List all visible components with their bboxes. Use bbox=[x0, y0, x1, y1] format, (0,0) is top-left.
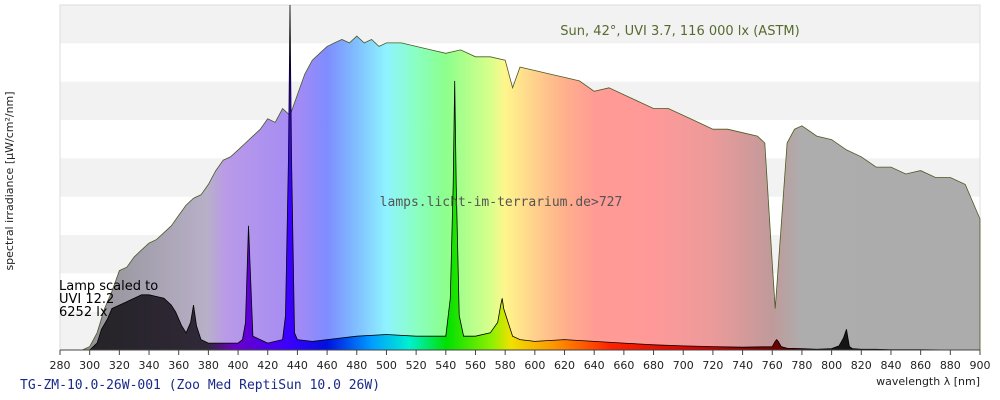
lamp-annotation-line3: 6252 lx bbox=[59, 305, 108, 320]
x-tick-label: 440 bbox=[287, 359, 308, 372]
x-tick-label: 780 bbox=[791, 359, 812, 372]
x-tick-label: 340 bbox=[139, 359, 160, 372]
x-tick-label: 460 bbox=[317, 359, 338, 372]
x-tick-label: 720 bbox=[702, 359, 723, 372]
x-tick-label: 840 bbox=[880, 359, 901, 372]
x-tick-label: 900 bbox=[970, 359, 991, 372]
lamp-annotation-line2: UVI 12.2 bbox=[59, 292, 114, 307]
x-tick-label: 860 bbox=[910, 359, 931, 372]
x-tick-label: 300 bbox=[79, 359, 100, 372]
x-tick-label: 800 bbox=[821, 359, 842, 372]
x-tick-label: 480 bbox=[346, 359, 367, 372]
x-tick-label: 880 bbox=[940, 359, 961, 372]
watermark: lamps.licht-im-terrarium.de>727 bbox=[380, 195, 623, 210]
x-tick-label: 520 bbox=[406, 359, 427, 372]
x-tick-label: 600 bbox=[524, 359, 545, 372]
x-tick-label: 280 bbox=[50, 359, 71, 372]
x-axis-title: wavelength λ [nm] bbox=[876, 375, 980, 388]
lamp-spectrum-area bbox=[88, 4, 980, 351]
x-tick-label: 680 bbox=[643, 359, 664, 372]
x-tick-label: 760 bbox=[762, 359, 783, 372]
x-tick-label: 500 bbox=[376, 359, 397, 372]
x-tick-label: 640 bbox=[584, 359, 605, 372]
x-tick-label: 820 bbox=[851, 359, 872, 372]
x-tick-label: 580 bbox=[495, 359, 516, 372]
lamp-annotation-line1: Lamp scaled to bbox=[59, 279, 158, 294]
sun-annotation: Sun, 42°, UVI 3.7, 116 000 lx (ASTM) bbox=[560, 24, 799, 39]
x-tick-label: 560 bbox=[465, 359, 486, 372]
x-tick-label: 620 bbox=[554, 359, 575, 372]
sun-spectrum-area bbox=[82, 35, 981, 351]
x-tick-label: 400 bbox=[228, 359, 249, 372]
x-tick-label: 420 bbox=[257, 359, 278, 372]
grid-band bbox=[60, 5, 980, 44]
x-tick-label: 740 bbox=[732, 359, 753, 372]
x-tick-label: 700 bbox=[673, 359, 694, 372]
x-tick-label: 660 bbox=[613, 359, 634, 372]
x-tick-label: 380 bbox=[198, 359, 219, 372]
x-axis-ticks: 280 300 320 340 360 380 400 420 440 460 480 500 520 5… bbox=[50, 350, 991, 372]
lamp-caption: TG-ZM-10.0-26W-001 (Zoo Med ReptiSun 10.… bbox=[20, 378, 380, 393]
x-tick-label: 360 bbox=[168, 359, 189, 372]
x-tick-label: 320 bbox=[109, 359, 130, 372]
x-tick-label: 540 bbox=[435, 359, 456, 372]
y-axis-title: spectral irradiance [µW/cm²/nm] bbox=[3, 91, 16, 270]
